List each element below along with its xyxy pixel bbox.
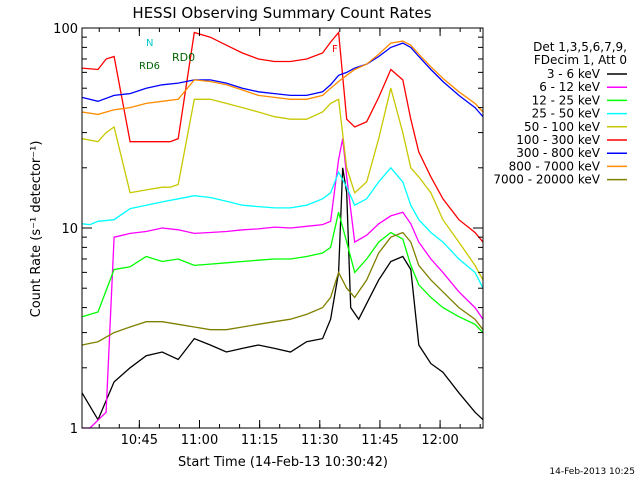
series-line-100-300-kev bbox=[81, 30, 484, 243]
legend-header-line-2: FDecim 1, Att 0 bbox=[534, 53, 627, 67]
series-line-3-6-kev bbox=[81, 167, 484, 422]
annotation-n: N bbox=[146, 38, 153, 49]
annotation-rd6: RD6 bbox=[139, 61, 160, 72]
legend: Det 1,3,5,6,7,9, FDecim 1, Att 0 3 - 6 k… bbox=[493, 40, 627, 187]
legend-label: 300 - 800 keV bbox=[516, 146, 600, 160]
x-axis: 10:45 11:00 11:15 11:30 11:45 12:00 bbox=[98, 28, 481, 448]
x-tick-label: 11:45 bbox=[361, 433, 398, 448]
legend-label: 6 - 12 keV bbox=[539, 80, 601, 94]
legend-label: 50 - 100 keV bbox=[524, 120, 601, 134]
y-axis: 1 10 100 bbox=[53, 22, 483, 437]
x-tick-label: 12:00 bbox=[421, 433, 458, 448]
y-tick-label: 1 bbox=[70, 422, 78, 437]
annotation-f: F bbox=[332, 44, 338, 55]
x-tick-label: 11:15 bbox=[241, 433, 278, 448]
legend-label: 12 - 25 keV bbox=[532, 93, 601, 107]
legend-label: 7000 - 20000 keV bbox=[493, 173, 600, 187]
series-line-300-800-kev bbox=[81, 42, 484, 118]
series-line-6-12-kev bbox=[82, 138, 484, 429]
y-tick-label: 10 bbox=[61, 222, 78, 237]
series-line-50-100-kev bbox=[81, 88, 484, 281]
x-tick-label: 11:30 bbox=[301, 433, 338, 448]
legend-label: 100 - 300 keV bbox=[516, 133, 600, 147]
legend-header-line-1: Det 1,3,5,6,7,9, bbox=[533, 40, 627, 54]
footer-date: 14-Feb-2013 10:25 bbox=[549, 467, 635, 477]
series-line-25-50-kev bbox=[81, 166, 484, 289]
series-line-12-25-kev bbox=[81, 212, 484, 334]
series-line-800-7000-kev bbox=[81, 40, 484, 116]
x-tick-label: 11:00 bbox=[181, 433, 218, 448]
chart-title: HESSI Observing Summary Count Rates bbox=[132, 4, 431, 22]
series-line-7000-20000-kev bbox=[81, 231, 484, 346]
plot-area bbox=[81, 30, 484, 429]
x-axis-label: Start Time (14-Feb-13 10:30:42) bbox=[178, 455, 388, 470]
legend-label: 800 - 7000 keV bbox=[509, 159, 601, 173]
legend-label: 25 - 50 keV bbox=[532, 107, 601, 121]
legend-label: 3 - 6 keV bbox=[547, 67, 601, 81]
y-tick-label: 100 bbox=[53, 22, 78, 37]
y-axis-label: Count Rate (s⁻¹ detector⁻¹) bbox=[29, 141, 44, 318]
x-tick-label: 10:45 bbox=[121, 433, 158, 448]
annotation-rd0: RD0 bbox=[172, 51, 195, 64]
